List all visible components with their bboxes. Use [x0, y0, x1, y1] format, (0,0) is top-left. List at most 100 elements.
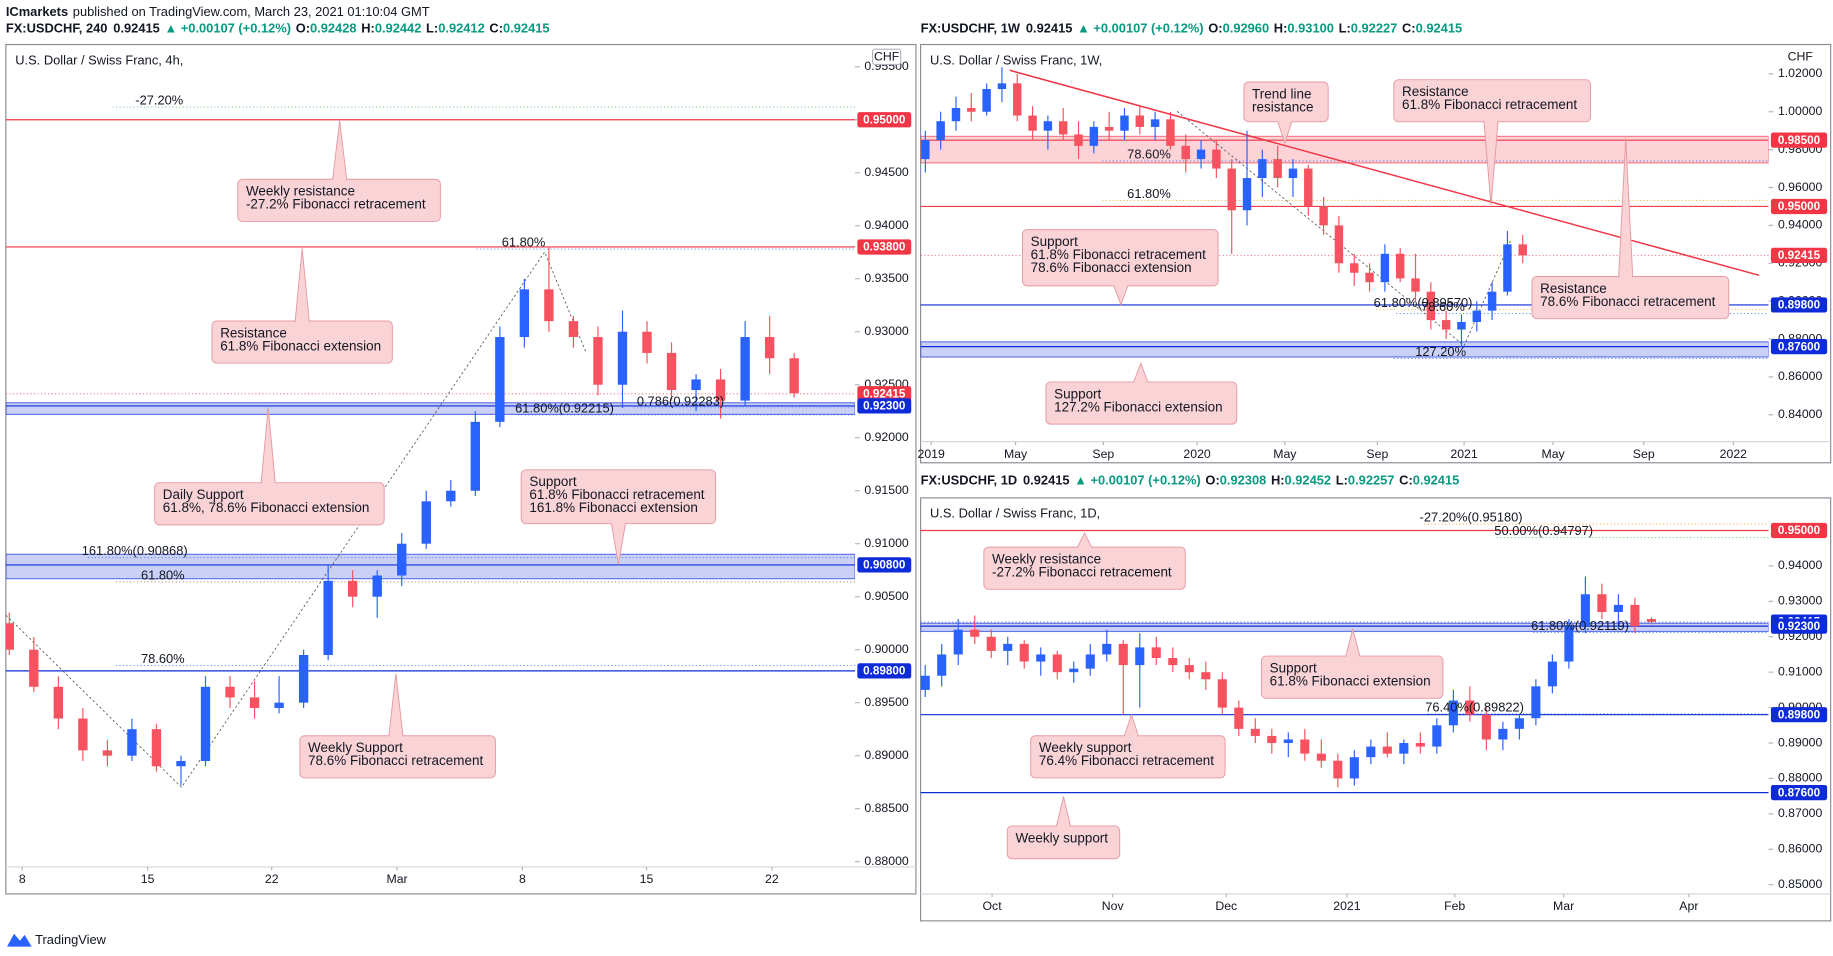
price-tag-label: 0.93800: [863, 241, 906, 254]
callout-text: 61.8% Fibonacci retracement: [529, 487, 704, 502]
candle-body: [740, 337, 750, 401]
plot-area: [920, 523, 1769, 794]
x-tick-label: 2020: [1183, 447, 1210, 461]
ohlc-value: 0.92227: [1351, 21, 1398, 36]
candle-body: [1465, 700, 1475, 715]
ohlc-key: H:: [1271, 473, 1285, 488]
callout-seam: [1619, 275, 1633, 278]
candle-body: [1334, 225, 1344, 264]
candle-body: [1074, 134, 1083, 146]
candle-body: [470, 421, 481, 491]
fib-drawing: [5, 251, 587, 788]
candle-body: [347, 580, 358, 597]
candle-body: [1212, 149, 1221, 169]
x-tick-label: Apr: [1679, 899, 1698, 913]
ohlc-key: L:: [1339, 21, 1351, 36]
ohlc-value: 0.92257: [1348, 473, 1395, 488]
ohlc-value: 0.92428: [310, 21, 357, 36]
candle-body: [1365, 272, 1374, 283]
fib-label: 61.80%: [1127, 186, 1171, 201]
callout-text: Weekly support: [1015, 830, 1108, 845]
price-tag-label: 0.87600: [1778, 340, 1821, 353]
price-tag: [1770, 338, 1828, 355]
callout-text: -27.2% Fibonacci retracement: [246, 197, 426, 212]
callout-text: Daily Support: [163, 487, 244, 502]
callout-seam: [1114, 284, 1128, 288]
price-tag-label: 0.98500: [1778, 134, 1821, 147]
candle-body: [951, 107, 961, 122]
price-tag: [857, 112, 912, 128]
x-tick-label: Feb: [1444, 899, 1465, 913]
price-tag: [1770, 707, 1828, 723]
fib-label: 61.80%(0.92119): [1531, 618, 1629, 633]
x-tick-label: Dec: [1215, 899, 1237, 913]
candle-body: [1234, 707, 1244, 729]
ohlc-key: O:: [1205, 473, 1219, 488]
candle-body: [617, 331, 628, 385]
change: +0.00107 (+0.12%): [1093, 21, 1203, 36]
symbol: FX:USDCHF, 1W: [921, 21, 1021, 36]
x-tick-label: Sep: [1092, 447, 1114, 461]
ohlc-key: L:: [426, 21, 438, 36]
callout: Weekly support: [1006, 796, 1121, 860]
x-tick-label: 22: [765, 872, 779, 886]
zone: [5, 402, 856, 415]
candle-body: [1415, 743, 1425, 747]
price-tag: [1770, 297, 1828, 313]
unit-box: [871, 48, 902, 66]
callout-seam: [261, 481, 275, 484]
ohlc-value: 0.93100: [1287, 21, 1334, 36]
x-tick-label: 2022: [1720, 447, 1747, 461]
ohlc-key: H:: [1274, 21, 1288, 36]
candle-body: [1518, 244, 1527, 256]
candle-body: [1135, 647, 1145, 666]
plot-area: [5, 106, 856, 788]
x-tick-label: Nov: [1102, 899, 1125, 913]
ohlc-key: H:: [361, 21, 375, 36]
callout-seam: [1078, 545, 1091, 549]
callout-text: 61.8%, 78.6% Fibonacci extension: [163, 500, 370, 515]
price-tag: [857, 663, 912, 679]
candle-body: [1580, 594, 1590, 627]
price-tag: [857, 557, 912, 573]
price-tag-label: 0.92300: [1778, 620, 1821, 633]
candle-body: [1043, 121, 1053, 131]
zone: [920, 135, 1769, 164]
price-tag-label: 0.89800: [1778, 299, 1821, 312]
ohlc-value: 0.92415: [1416, 21, 1463, 36]
change: +0.00107 (+0.12%): [1091, 473, 1201, 488]
chart-title: U.S. Dollar / Swiss Franc, 4h,: [15, 52, 183, 67]
y-tick-label: 0.94500: [864, 165, 909, 179]
zone: [920, 341, 1769, 358]
fib-label: -27.20%: [135, 93, 183, 108]
ohlc-key: C:: [489, 21, 503, 36]
callout-text: 78.6% Fibonacci retracement: [308, 753, 483, 768]
candle-body: [1102, 643, 1112, 655]
fib-label: 0.786(0.92283): [637, 393, 724, 408]
candle-body: [666, 352, 677, 391]
candle-body: [1283, 739, 1293, 744]
callout-text: Weekly support: [1039, 740, 1132, 755]
callout-seam: [1346, 654, 1360, 658]
candle-body: [1036, 654, 1046, 662]
price-tag-label: 0.95000: [863, 113, 906, 126]
candle-body: [982, 89, 991, 112]
candle-body: [446, 490, 456, 502]
candle-body: [1395, 253, 1405, 279]
price-tag-label: 0.89800: [863, 665, 906, 678]
tradingview-logo: TradingView: [7, 932, 107, 947]
price-tag-label: 0.95000: [1778, 200, 1821, 213]
candle-body: [1120, 115, 1129, 131]
callout-text: 78.6% Fibonacci retracement: [1540, 294, 1715, 309]
publish-line: ICmarkets published on TradingView.com, M…: [6, 4, 430, 19]
x-tick-label: Oct: [983, 899, 1003, 913]
candle-body: [1613, 604, 1623, 612]
candle-body: [78, 718, 88, 751]
callout-seam: [389, 734, 403, 737]
plot-area: [920, 67, 1769, 360]
ohlc-value: 0.92960: [1223, 21, 1270, 36]
